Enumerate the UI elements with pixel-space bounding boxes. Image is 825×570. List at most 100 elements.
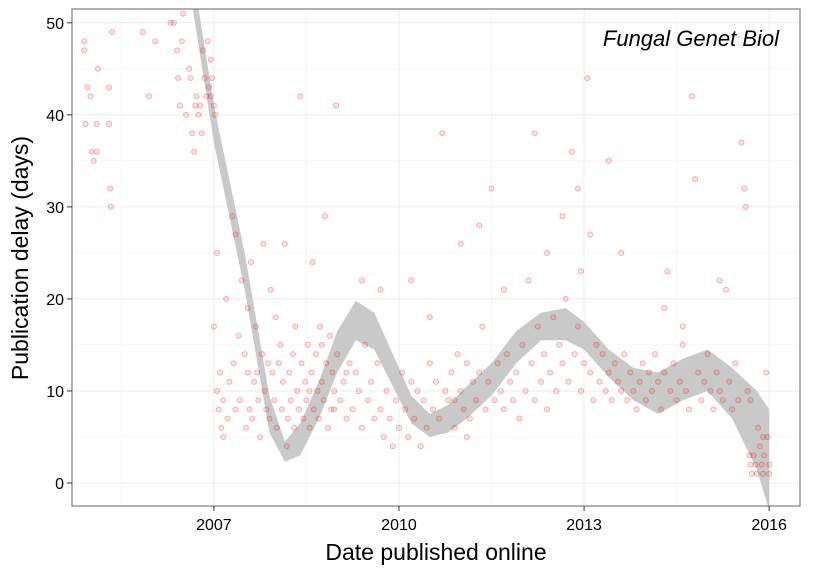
data-point — [205, 84, 212, 91]
data-point — [210, 323, 217, 330]
data-point — [500, 286, 507, 293]
data-point — [531, 397, 538, 404]
data-point — [277, 341, 284, 348]
data-point — [553, 387, 560, 394]
data-point — [763, 369, 770, 376]
x-tick-label: 2007 — [196, 517, 232, 534]
data-point — [608, 397, 615, 404]
data-point — [679, 323, 686, 330]
data-point — [229, 213, 236, 220]
data-point — [220, 433, 227, 440]
data-point — [326, 332, 333, 339]
data-point — [744, 387, 751, 394]
data-point — [389, 443, 396, 450]
data-point — [510, 397, 517, 404]
data-point — [284, 415, 291, 422]
data-point — [630, 387, 637, 394]
data-point — [331, 406, 338, 413]
y-tick-label: 50 — [46, 16, 64, 33]
data-point — [249, 415, 256, 422]
smooth-ribbon-layer — [192, 9, 770, 506]
data-point — [265, 360, 272, 367]
data-point — [87, 93, 94, 100]
data-point — [358, 277, 365, 284]
data-point — [476, 222, 483, 229]
data-point — [368, 378, 375, 385]
data-point — [176, 102, 183, 109]
data-point — [81, 47, 88, 54]
data-point — [272, 314, 279, 321]
data-point — [358, 424, 365, 431]
data-point — [198, 130, 205, 137]
data-point — [755, 424, 762, 431]
data-point — [596, 378, 603, 385]
data-point — [199, 47, 206, 54]
data-point — [645, 369, 652, 376]
data-point — [395, 424, 402, 431]
data-point — [178, 38, 185, 45]
data-point — [392, 397, 399, 404]
data-point — [331, 387, 338, 394]
data-point — [513, 369, 520, 376]
data-point — [139, 28, 146, 35]
data-point — [726, 378, 733, 385]
data-point — [318, 378, 325, 385]
data-point — [682, 387, 689, 394]
data-point — [146, 93, 153, 100]
data-point — [106, 84, 113, 91]
data-point — [81, 38, 88, 45]
data-point — [232, 406, 239, 413]
data-point — [408, 277, 415, 284]
data-point — [306, 387, 313, 394]
data-point — [254, 369, 261, 376]
data-point — [201, 75, 208, 82]
data-point — [636, 378, 643, 385]
data-point — [516, 415, 523, 422]
data-point — [173, 47, 180, 54]
data-point — [673, 397, 680, 404]
data-point — [716, 277, 723, 284]
data-point — [310, 406, 317, 413]
data-point — [281, 240, 288, 247]
data-point — [627, 369, 634, 376]
data-point — [82, 121, 89, 128]
data-point — [701, 378, 708, 385]
data-point — [602, 387, 609, 394]
data-point — [670, 360, 677, 367]
data-point — [581, 360, 588, 367]
data-point — [88, 148, 95, 155]
points-layer — [81, 10, 773, 477]
data-point — [506, 378, 513, 385]
data-point — [386, 415, 393, 422]
data-point — [377, 406, 384, 413]
data-point — [316, 323, 323, 330]
data-point — [689, 93, 696, 100]
data-point — [451, 424, 458, 431]
x-tick-label: 2016 — [751, 517, 787, 534]
data-point — [584, 75, 591, 82]
data-point — [482, 406, 489, 413]
data-point — [300, 415, 307, 422]
data-point — [698, 397, 705, 404]
data-point — [417, 443, 424, 450]
y-tick-label: 0 — [55, 476, 64, 493]
data-point — [180, 10, 187, 17]
data-point — [340, 378, 347, 385]
data-point — [528, 360, 535, 367]
data-point — [399, 369, 406, 376]
data-point — [94, 65, 101, 72]
data-point — [503, 351, 510, 358]
data-point — [261, 387, 268, 394]
data-point — [615, 378, 622, 385]
data-point — [308, 369, 315, 376]
data-point — [197, 102, 204, 109]
data-point — [324, 424, 331, 431]
data-point — [593, 341, 600, 348]
data-point — [679, 341, 686, 348]
data-point — [186, 65, 193, 72]
data-point — [408, 378, 415, 385]
data-point — [207, 56, 214, 63]
data-point — [329, 369, 336, 376]
data-point — [271, 397, 278, 404]
